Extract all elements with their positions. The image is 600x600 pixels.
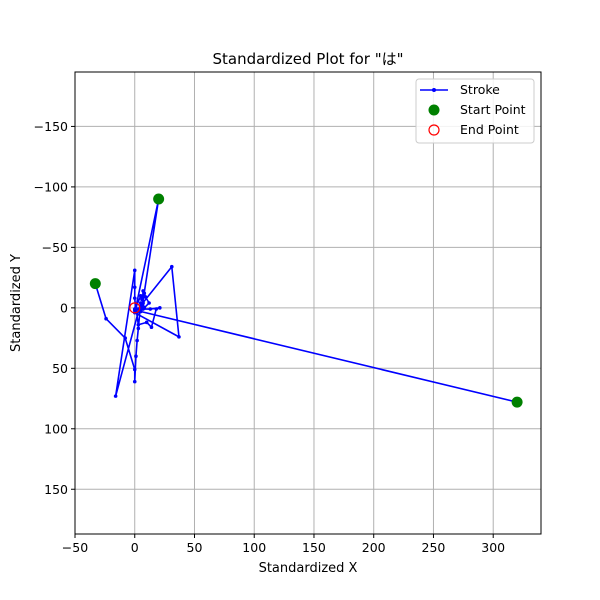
y-tick-label: 50 [52, 361, 68, 376]
series-layer [89, 193, 523, 408]
x-tick-label: 250 [422, 540, 446, 555]
legend-stroke-marker [432, 88, 436, 92]
legend-start-marker [428, 104, 440, 116]
y-tick-label: −100 [34, 179, 68, 194]
legend-label-start-point: Start Point [460, 102, 526, 117]
y-axis-label: Standardized Y [9, 254, 24, 352]
axes-frame [74, 71, 542, 535]
y-tick-label: −50 [42, 240, 68, 255]
end-point-marker [129, 302, 141, 314]
x-tick-label: 200 [362, 540, 386, 555]
stroke-point [132, 379, 137, 384]
plot-area: −50 0 50 100 150 200 250 300 −150 −100 −50 0 50 100 15… [34, 71, 542, 555]
stroke-point [177, 335, 181, 339]
stroke-point [132, 268, 137, 273]
stroke-point [135, 338, 139, 343]
stroke-point [132, 296, 137, 300]
stroke-point [132, 367, 137, 372]
stroke-point [158, 306, 162, 310]
stroke-point [138, 309, 143, 314]
stroke-point [144, 320, 149, 325]
x-axis-label: Standardized X [259, 561, 358, 576]
start-point-marker [153, 193, 165, 205]
stroke-point [143, 295, 148, 299]
stroke-point [149, 325, 154, 329]
x-tick-label: 150 [302, 540, 326, 555]
y-tick-label: 150 [44, 482, 68, 497]
stroke-point [132, 285, 137, 290]
stroke-point [104, 316, 108, 321]
stroke-point [136, 326, 141, 331]
y-tick-label: −150 [34, 119, 68, 134]
y-tick-label: 100 [44, 421, 68, 436]
start-point-marker [511, 396, 523, 408]
x-tick-label: 300 [481, 540, 505, 555]
grid-lines [74, 72, 541, 534]
x-tick-label: 100 [242, 540, 266, 555]
legend-label-end-point: End Point [460, 122, 519, 137]
stroke-point [142, 291, 147, 296]
chart-title: Standardized Plot for "は" [212, 50, 403, 68]
stroke-point [169, 264, 174, 269]
x-tick-label: 0 [131, 540, 139, 555]
stroke-point [147, 301, 151, 305]
stroke-point [113, 394, 118, 398]
stroke-point [136, 322, 141, 327]
legend: Stroke Start Point End Point [415, 78, 535, 144]
stroke-point [138, 293, 143, 298]
x-tick-label: −50 [62, 540, 88, 555]
stroke-point [134, 354, 138, 359]
y-tick-label: 0 [60, 300, 68, 315]
legend-box [415, 78, 535, 144]
stroke-point [140, 297, 144, 302]
ticks-layer: −50 0 50 100 150 200 250 300 −150 −100 −50 0 50 100 15… [34, 119, 506, 555]
stroke-point [141, 301, 145, 305]
stroke-point [154, 307, 159, 311]
stroke-point [123, 336, 127, 340]
stroke-point [148, 307, 153, 311]
legend-label-stroke: Stroke [460, 82, 500, 97]
stroke-point [134, 306, 138, 310]
start-point-marker [89, 278, 101, 290]
legend-end-marker [428, 124, 440, 136]
x-tick-label: 50 [187, 540, 203, 555]
